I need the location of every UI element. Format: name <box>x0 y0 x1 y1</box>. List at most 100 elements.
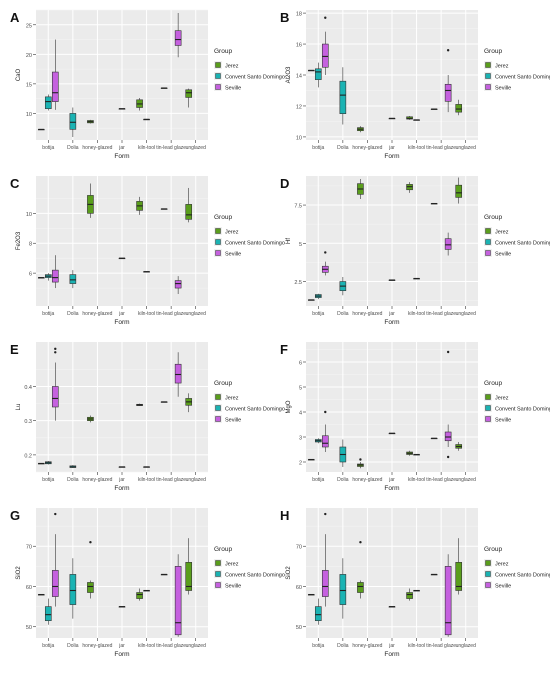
outlier-point <box>324 410 327 414</box>
x-tick-label: unglazed <box>186 145 207 151</box>
box-body <box>185 562 193 591</box>
box-tin-lead-glaze-seville <box>174 276 182 295</box>
box-body <box>136 592 143 599</box>
y-tick-label: 25 <box>26 23 32 29</box>
box-body <box>455 184 463 198</box>
y-tick-label: 2 <box>299 461 302 467</box>
outlier-point <box>359 458 362 461</box>
legend-label: Seville <box>495 584 511 590</box>
chart-panel-c: 6 8 10 botija Dolia honey-glazed jar kiln-tool t… <box>10 176 285 326</box>
box-botija-convent <box>314 62 322 88</box>
box-kiln-tool-jerez <box>406 182 413 193</box>
legend-label: Convent Santo Domingo <box>495 407 550 413</box>
x-tick-label: kiln-tool <box>138 477 155 483</box>
box-unglazed-jerez <box>185 187 193 223</box>
box-botija-jerez <box>37 128 45 131</box>
box-body <box>185 89 193 98</box>
y-tick-label: 12 <box>296 104 302 110</box>
y-axis-title: SiO2 <box>16 566 22 580</box>
outlier-point <box>89 541 92 544</box>
x-tick-label: honey-glazed <box>352 311 382 317</box>
x-tick-label: kiln-tool <box>138 643 155 649</box>
chart-panel-f: 2 3 4 5 6 botija Dolia honey-glazed jar kiln-tool… <box>280 342 550 492</box>
panel-label: G <box>10 508 20 523</box>
legend-title: Group <box>484 48 502 55</box>
y-tick-label: 8 <box>29 242 32 248</box>
box-tin-lead-glaze-jerez <box>160 208 168 210</box>
legend-label: Jerez <box>495 396 509 402</box>
box-Dolia-convent <box>69 465 77 468</box>
box-body <box>174 566 182 636</box>
box-body <box>69 274 77 284</box>
box-honey-glazed-jerez <box>357 458 364 469</box>
x-axis-title: Form <box>114 485 129 492</box>
panel-label: F <box>280 342 288 357</box>
x-tick-label: unglazed <box>456 311 477 317</box>
x-tick-label: Dolia <box>67 477 79 483</box>
y-tick-label: 60 <box>296 585 302 591</box>
box-body <box>44 96 52 109</box>
x-tick-label: botija <box>312 643 324 649</box>
box-jar-convent <box>388 117 396 120</box>
box-unglazed-jerez <box>455 538 463 595</box>
chart-panel-d: 2.5 5 7.5 botija Dolia honey-glazed jar kiln-to… <box>280 176 550 326</box>
box-unglazed-jerez <box>185 393 193 413</box>
x-tick-label: honey-glazed <box>82 145 112 151</box>
x-axis-title: Form <box>384 651 399 658</box>
y-tick-label: 2.5 <box>294 280 302 286</box>
legend-label: Convent Santo Domingo <box>495 75 550 81</box>
x-tick-label: kiln-tool <box>138 145 155 151</box>
outlier-point <box>324 251 327 254</box>
box-botija-jerez <box>37 277 45 279</box>
y-axis-title: MgO <box>286 400 292 413</box>
y-tick-label: 60 <box>26 585 32 591</box>
box-botija-convent <box>44 461 52 465</box>
box-body <box>174 30 182 46</box>
legend-swatch <box>485 239 491 245</box>
legend-swatch <box>485 228 491 234</box>
legend-label: Convent Santo Domingo <box>225 573 285 579</box>
y-tick-label: 10 <box>26 212 32 218</box>
box-tin-lead-glaze-jerez <box>430 437 438 440</box>
legend-swatch <box>215 73 221 79</box>
box-botija-convent <box>44 598 52 625</box>
y-axis-title: Lu <box>16 404 22 411</box>
x-tick-label: jar <box>118 145 125 151</box>
panel-label: B <box>280 10 289 25</box>
x-tick-label: botija <box>42 477 54 483</box>
box-jar-convent <box>118 606 126 608</box>
legend-label: Jerez <box>225 230 239 236</box>
box-unglazed-jerez <box>185 538 193 595</box>
box-kiln-tool-convent <box>143 466 150 468</box>
box-botija-seville <box>321 512 329 607</box>
legend-swatch <box>485 62 491 68</box>
box-Dolia-convent <box>339 558 347 619</box>
x-tick-label: botija <box>312 311 324 317</box>
box-jar-convent <box>388 432 396 435</box>
x-tick-label: Dolia <box>67 311 79 317</box>
box-Dolia-convent <box>69 558 77 619</box>
x-tick-label: kiln-tool <box>408 145 425 151</box>
box-honey-glazed-jerez <box>87 119 94 124</box>
legend-swatch <box>485 84 491 90</box>
y-tick-label: 70 <box>26 545 32 551</box>
box-body <box>51 71 59 102</box>
box-body <box>406 592 413 599</box>
x-tick-label: botija <box>42 311 54 317</box>
box-kiln-tool-jerez <box>136 196 143 215</box>
x-tick-label: unglazed <box>456 643 477 649</box>
box-botija-seville <box>51 512 59 607</box>
box-tin-lead-glaze-seville <box>174 352 182 397</box>
legend-title: Group <box>214 380 232 387</box>
y-tick-label: 6 <box>299 361 302 367</box>
x-tick-label: botija <box>42 145 54 151</box>
legend-label: Jerez <box>495 230 509 236</box>
x-axis-title: Form <box>384 485 399 492</box>
outlier-point <box>446 455 450 459</box>
box-jar-convent <box>388 279 396 281</box>
legend-label: Convent Santo Domingo <box>225 241 285 247</box>
legend-label: Convent Santo Domingo <box>495 573 550 579</box>
box-kiln-tool-jerez <box>406 116 413 120</box>
box-body <box>314 606 322 621</box>
box-body <box>51 570 59 597</box>
